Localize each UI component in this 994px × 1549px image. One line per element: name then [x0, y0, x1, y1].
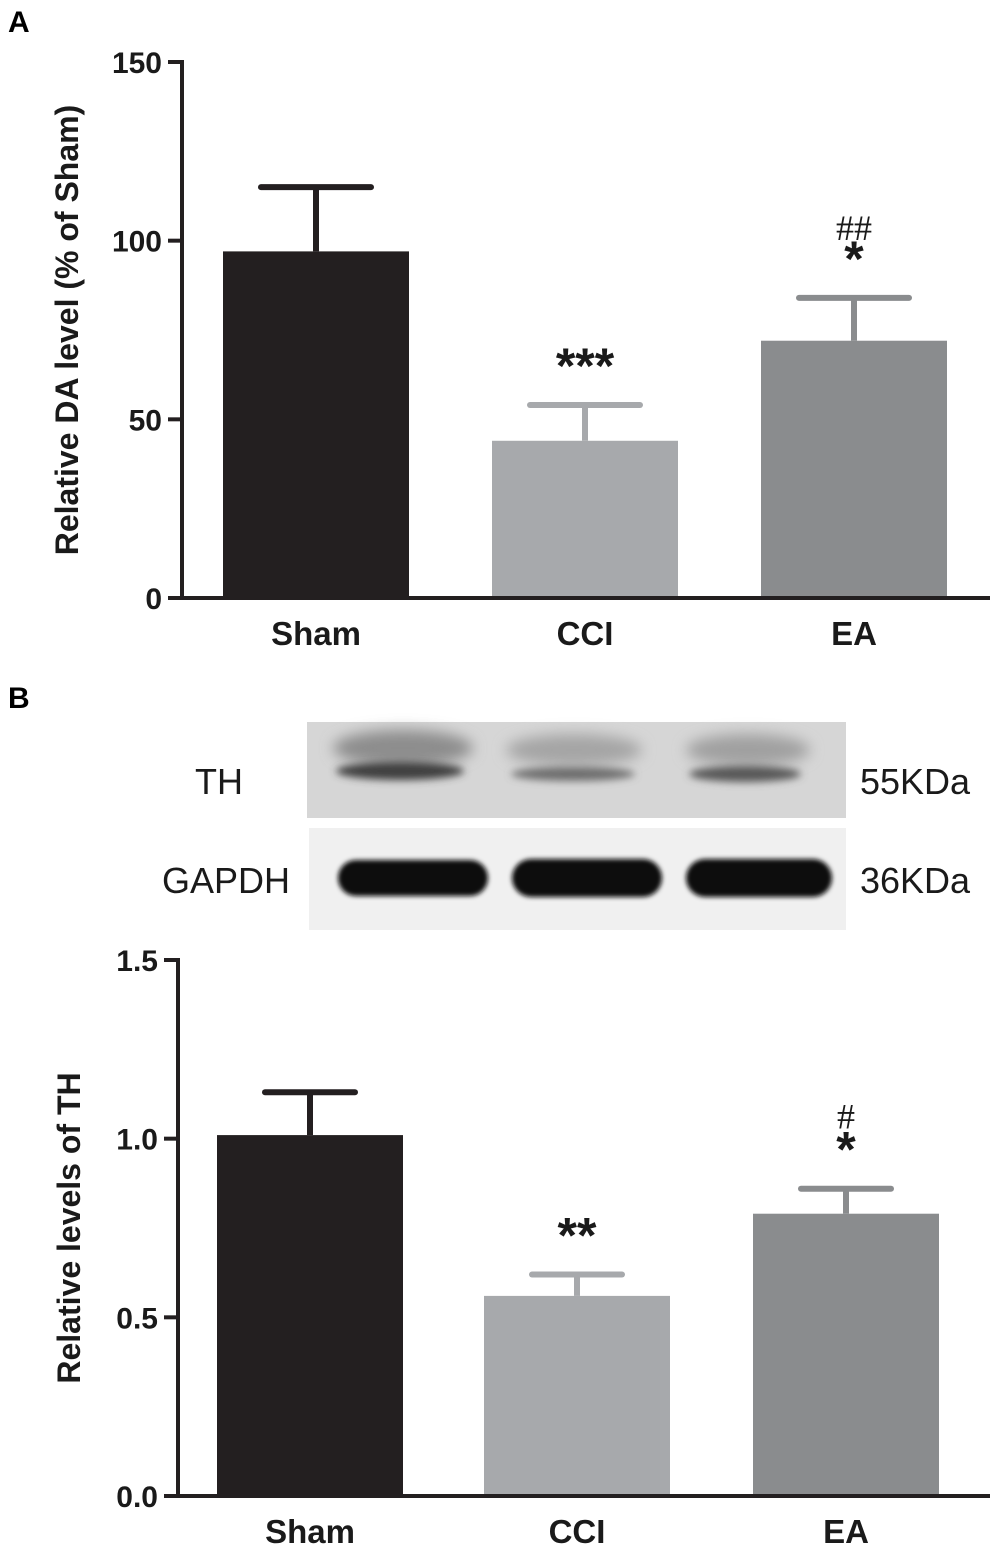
chart-a-bar-cci — [492, 440, 678, 598]
chart-b-significance-stars-cci: ** — [558, 1207, 597, 1263]
chart-b-category-label-ea: EA — [823, 1513, 869, 1549]
chart-b-y-tick-label: 1.5 — [116, 945, 158, 978]
chart-a-bar-ea — [761, 340, 947, 598]
th-band-sham — [336, 762, 464, 780]
chart-a-y-tick-label: 150 — [112, 47, 162, 80]
chart-b-y-tick-label: 0.0 — [116, 1481, 158, 1514]
chart-a-category-label-ea: EA — [831, 615, 877, 652]
chart-b: Sham CCI ** EA *#0.0 0.5 1.0 1.5 Relative levels… — [51, 945, 990, 1549]
western-blot: TH 55KDa GAPDH 36KDa — [162, 722, 971, 930]
chart-b-bar-cci — [484, 1295, 670, 1496]
chart-a-category-label-sham: Sham — [271, 615, 361, 652]
chart-b-category-label-cci: CCI — [549, 1513, 606, 1549]
th-bands — [336, 762, 801, 782]
chart-a-significance-stars-cci: *** — [556, 338, 615, 394]
chart-b-y-tick-label: 1.0 — [116, 1124, 158, 1157]
chart-b-y-tick-label: 0.5 — [116, 1302, 158, 1335]
chart-a-y-tick-label: 0 — [145, 583, 162, 616]
chart-a-significance-hash-ea: ## — [836, 208, 872, 248]
panel-b-label: B — [8, 682, 30, 715]
chart-a-significance-stars-ea: * — [844, 231, 864, 287]
chart-a-y-tick-label: 100 — [112, 226, 162, 259]
chart-b-significance-hash-ea: # — [837, 1097, 855, 1137]
chart-a-y-axis-title: Relative DA level (% of Sham) — [49, 105, 85, 556]
chart-b-y-axis-title: Relative levels of TH — [51, 1072, 87, 1383]
gapdh-band-ea — [686, 859, 832, 897]
blot-weight-label-th: 55KDa — [860, 761, 971, 802]
panel-a-label: A — [8, 6, 30, 39]
gapdh-bands — [338, 859, 832, 897]
th-blot-smear — [333, 730, 810, 766]
th-band-ea — [689, 766, 801, 782]
chart-b-category-label-sham: Sham — [265, 1513, 355, 1549]
chart-a-y-tick-label: 50 — [129, 404, 162, 437]
chart-a-bar-sham — [223, 251, 409, 599]
blot-protein-label-th: TH — [195, 761, 243, 802]
th-band-cci — [511, 767, 635, 781]
blot-weight-label-gapdh: 36KDa — [860, 860, 971, 901]
chart-a: Sham CCI *** EA *## 0 50 100 150 Relative DA leve… — [49, 47, 990, 652]
chart-b-bar-sham — [217, 1135, 403, 1496]
gapdh-band-cci — [512, 859, 662, 897]
blot-protein-label-gapdh: GAPDH — [162, 860, 290, 901]
chart-a-category-label-cci: CCI — [557, 615, 614, 652]
gapdh-band-sham — [338, 860, 488, 896]
chart-b-bar-ea — [753, 1213, 939, 1496]
chart-b-significance-stars-ea: * — [836, 1122, 856, 1178]
